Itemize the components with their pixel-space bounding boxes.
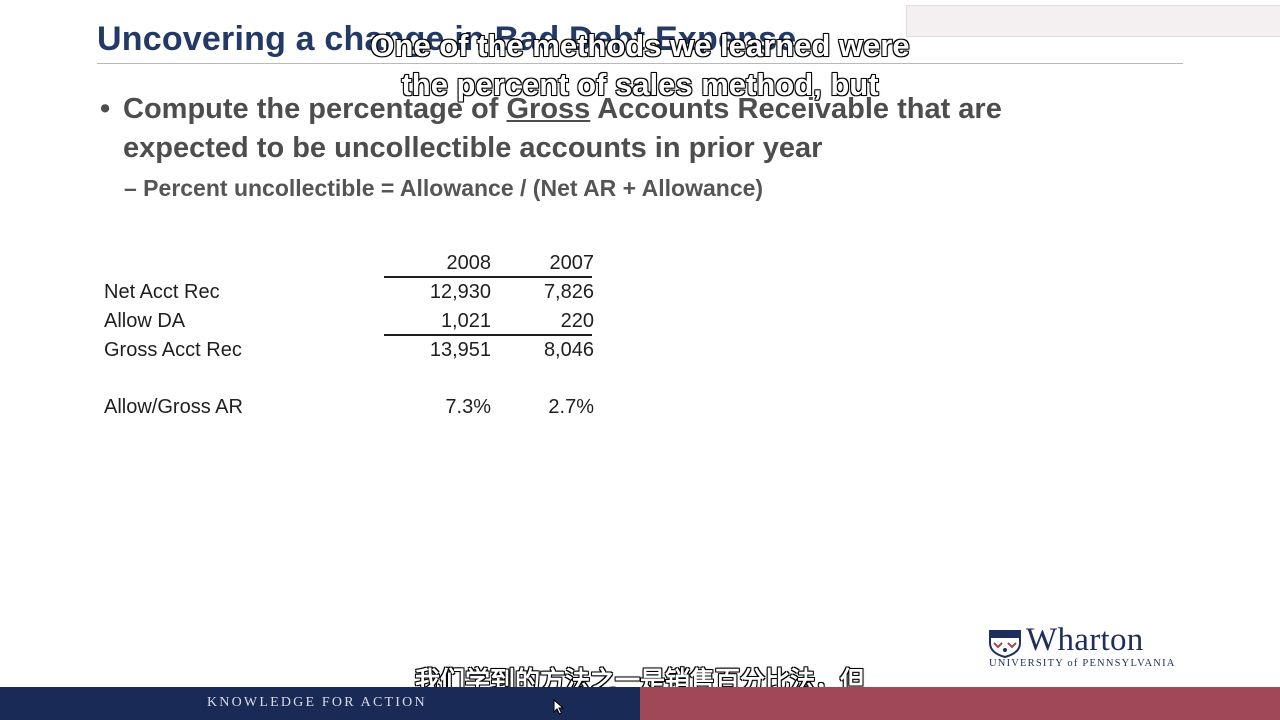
bullet-text-after: Accounts Receivable that are expected to… xyxy=(123,93,1002,164)
row-value-2007: 7,826 xyxy=(543,281,594,303)
column-header-2008: 2008 xyxy=(446,252,492,274)
row-value-2007: 8,046 xyxy=(543,339,594,361)
title-divider xyxy=(97,63,1183,64)
table-row: Allow/Gross AR 7.3% 2.7% xyxy=(104,396,604,422)
row-label: Allow/Gross AR xyxy=(104,396,243,418)
row-value-2008: 7.3% xyxy=(445,396,491,418)
bullet-dot: • xyxy=(100,93,111,125)
row-label: Allow DA xyxy=(104,310,186,332)
main-bullet: Compute the percentage of Gross Accounts… xyxy=(123,90,1133,168)
wharton-logo: Wharton UNIVERSITY of PENNSYLVANIA xyxy=(988,622,1188,672)
row-value-2007: 2.7% xyxy=(548,396,594,418)
row-label: Gross Acct Rec xyxy=(104,339,242,361)
header-underline xyxy=(384,276,592,278)
logo-subtitle: UNIVERSITY of PENNSYLVANIA xyxy=(989,658,1176,669)
bullet-text-underlined: Gross xyxy=(506,93,591,125)
column-header-2007: 2007 xyxy=(549,252,595,274)
caption-english-line2: the percent of sales method, but xyxy=(401,66,879,102)
mouse-pointer-icon xyxy=(553,699,565,715)
row-value-2008: 12,930 xyxy=(429,281,491,303)
caption-english-line1: One of the methods we learned were xyxy=(370,27,910,63)
slide-title: Uncovering a change in Bad Debt Expense xyxy=(97,20,797,58)
row-label: Net Acct Rec xyxy=(104,281,220,303)
corner-overlay-box xyxy=(906,5,1280,37)
row-value-2008: 13,951 xyxy=(429,339,491,361)
row-value-2008: 1,021 xyxy=(440,310,491,332)
shield-icon xyxy=(989,630,1021,658)
bullet-text-before: Compute the percentage of xyxy=(123,93,507,125)
table-row: Allow DA 1,021 220 xyxy=(104,310,604,336)
logo-wordmark: Wharton xyxy=(1026,622,1144,658)
table-row: Net Acct Rec 12,930 7,826 xyxy=(104,281,604,307)
row-value-2007: 220 xyxy=(560,310,594,332)
table-row: Gross Acct Rec 13,951 8,046 xyxy=(104,339,604,365)
table-header-row: 2008 2007 xyxy=(104,252,604,278)
footer-left-band xyxy=(0,687,640,720)
sub-bullet: – Percent uncollectible = Allowance / (N… xyxy=(124,175,764,201)
footer-tagline: KNOWLEDGE FOR ACTION xyxy=(207,695,427,710)
footer-right-band xyxy=(640,687,1280,720)
sum-underline xyxy=(384,334,592,336)
